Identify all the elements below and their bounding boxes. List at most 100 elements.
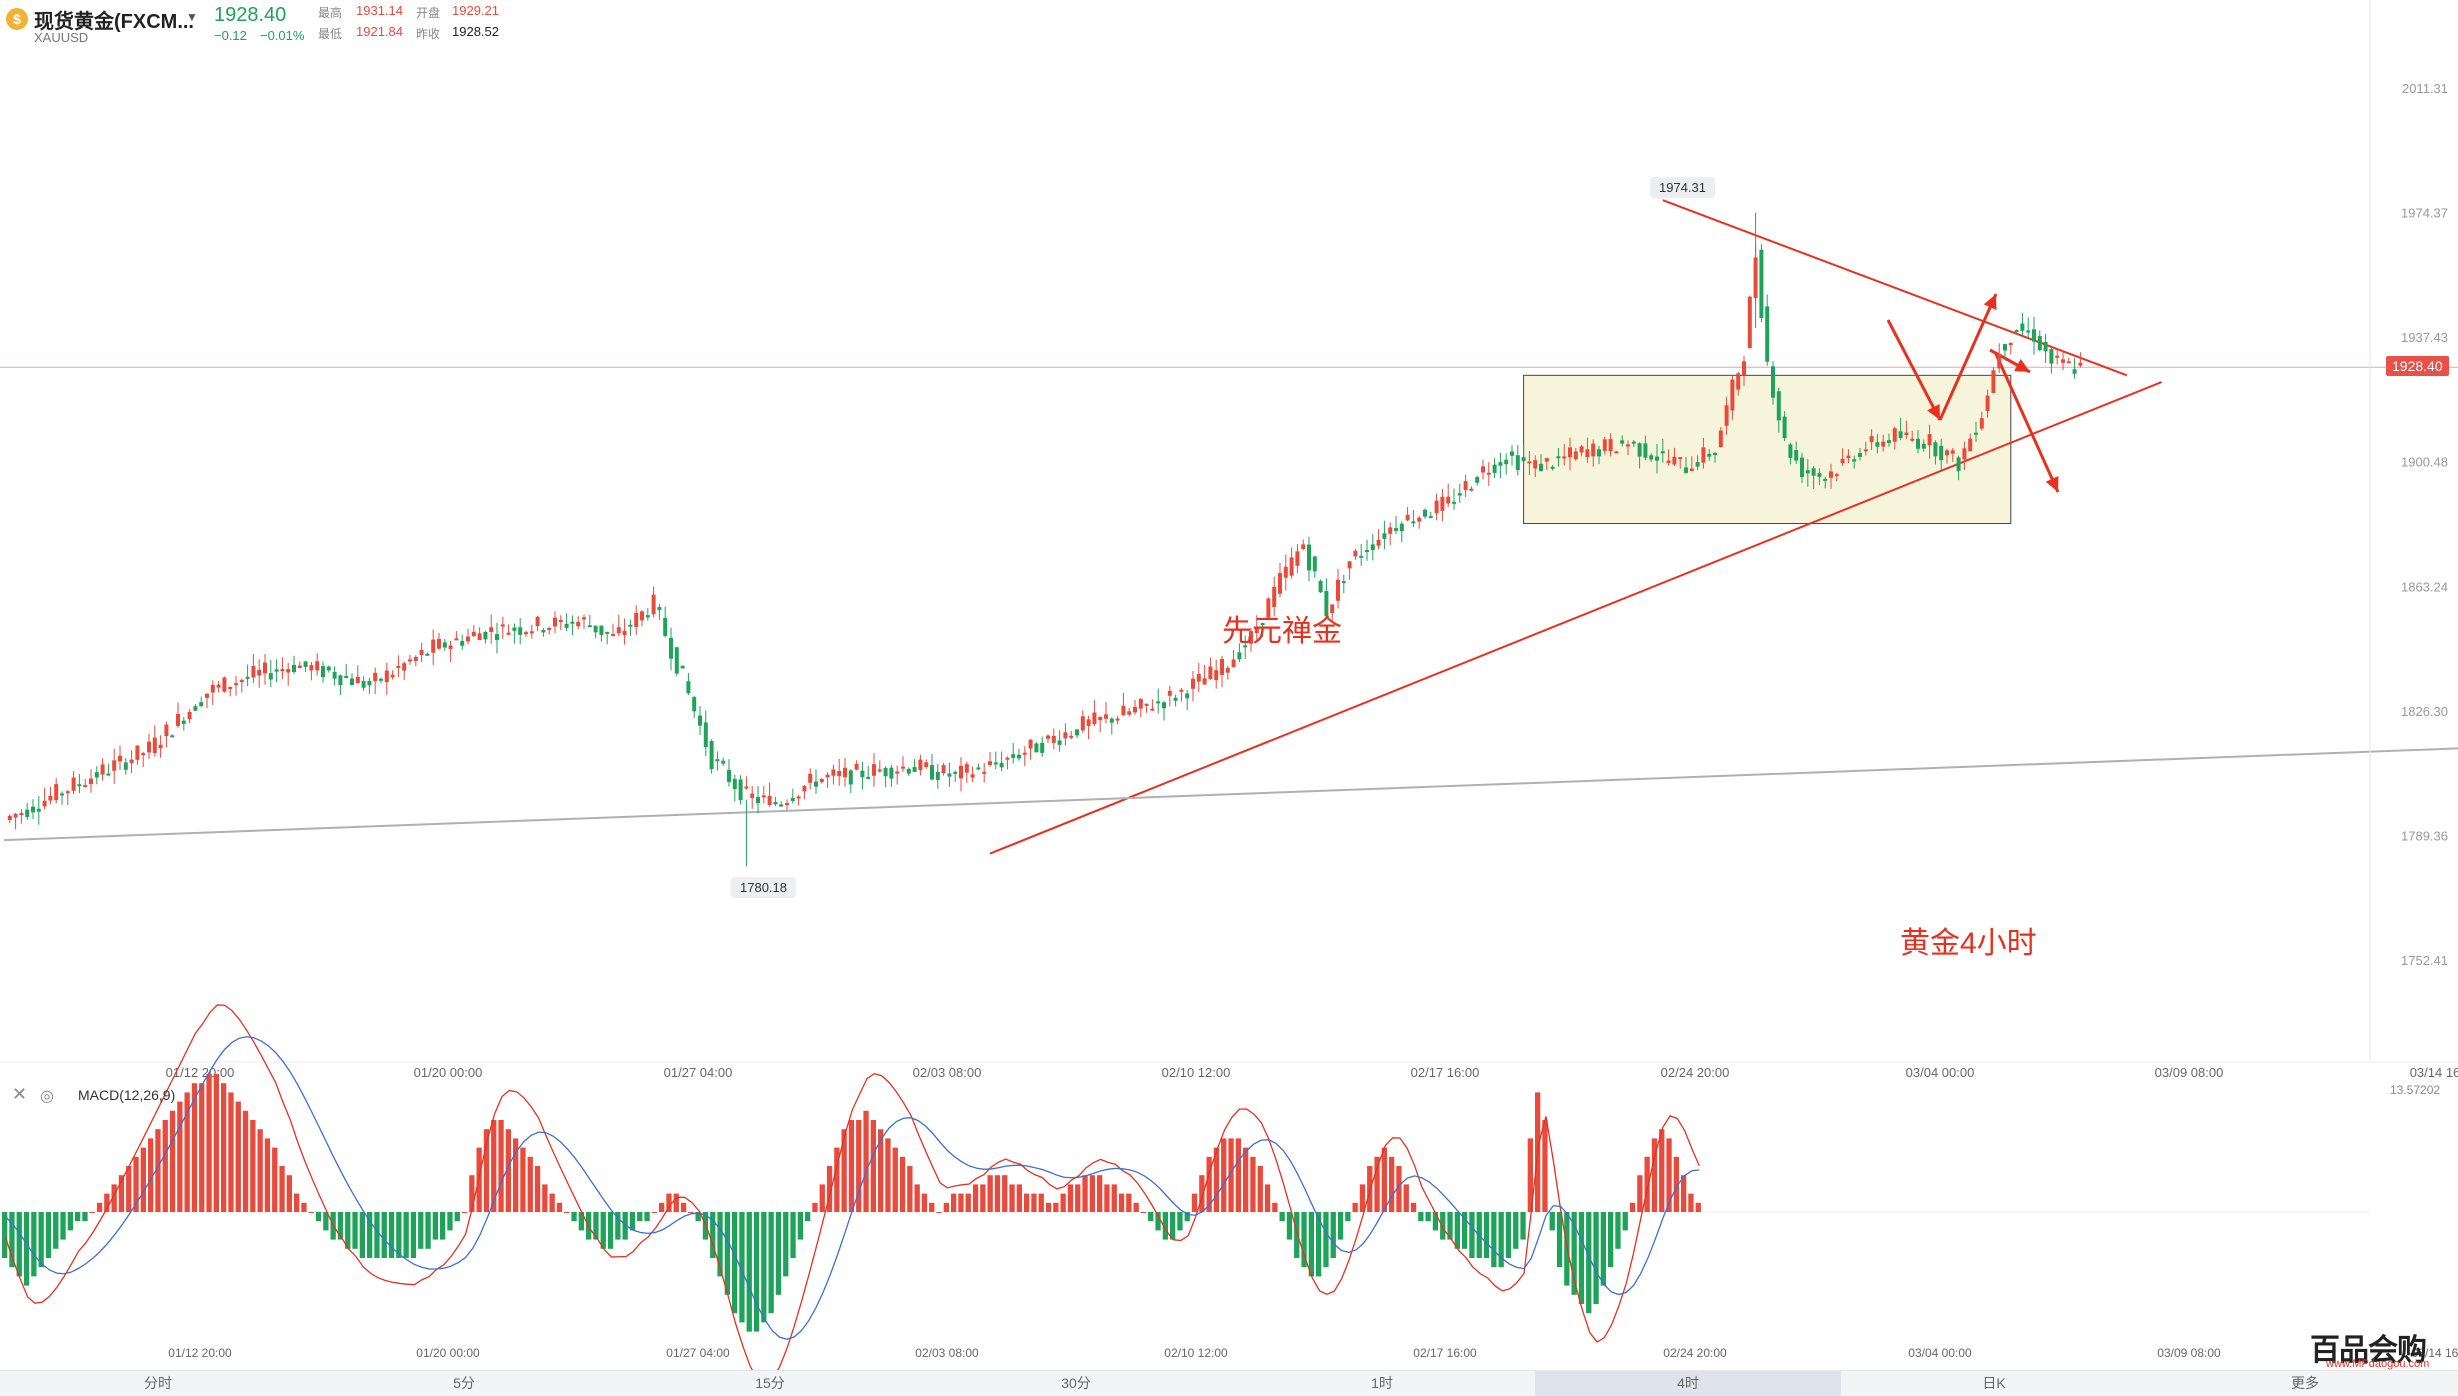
- candle-body: [1109, 718, 1114, 723]
- macd-histogram-bar: [250, 1120, 256, 1212]
- macd-histogram-bar: [607, 1212, 614, 1249]
- y-tick-label: 1789.36: [2401, 829, 2448, 844]
- macd-histogram-bar: [1221, 1138, 1227, 1212]
- macd-histogram-bar: [1454, 1212, 1460, 1249]
- candle-body: [129, 759, 134, 764]
- candle-body: [222, 677, 227, 692]
- macd-histogram-bar: [1418, 1212, 1424, 1222]
- macd-histogram-bar: [666, 1193, 672, 1212]
- candle-body: [645, 615, 650, 618]
- macd-histogram-bar: [1213, 1147, 1220, 1212]
- macd-histogram-bar: [374, 1212, 380, 1258]
- macd-histogram-bar: [1089, 1175, 1095, 1212]
- candle-body: [1376, 539, 1381, 546]
- candle-body: [1046, 735, 1050, 739]
- tab-5m[interactable]: 5分: [453, 1375, 475, 1391]
- candle-body: [1318, 580, 1323, 593]
- macd-histogram-bar: [1586, 1212, 1592, 1314]
- candle-body: [65, 791, 70, 794]
- signal-line: [5, 1036, 1700, 1340]
- macd-histogram-bar: [805, 1212, 811, 1222]
- tab-1m[interactable]: 分时: [144, 1375, 172, 1391]
- candle-body: [1933, 442, 1938, 457]
- candle-body: [715, 759, 720, 762]
- trendline-long-term: [3, 747, 2458, 842]
- candle-body: [321, 666, 325, 678]
- candle-body: [1527, 461, 1532, 464]
- candle-body: [750, 793, 755, 798]
- candle-body: [1365, 550, 1369, 553]
- candle-body: [77, 784, 82, 787]
- macd-histogram-bar: [1600, 1212, 1606, 1286]
- macd-histogram-bar: [1009, 1184, 1015, 1212]
- instrument-name[interactable]: 现货黄金(FXCM...: [34, 11, 194, 33]
- candle-body: [1573, 451, 1578, 460]
- candle-body: [2061, 359, 2065, 363]
- tab-30m[interactable]: 30分: [1061, 1375, 1091, 1391]
- y-tick-label: 1752.41: [2401, 953, 2448, 968]
- macd-histogram-bar: [921, 1193, 928, 1212]
- tab-4h[interactable]: 4时: [1535, 1371, 1841, 1396]
- settings-icon[interactable]: ◎: [40, 1088, 54, 1105]
- macd-histogram-bar: [1082, 1175, 1088, 1212]
- candle-body: [674, 647, 679, 674]
- candle-body: [506, 632, 511, 635]
- macd-histogram-bar: [980, 1184, 986, 1212]
- candle-body: [181, 720, 186, 724]
- candle-body: [593, 625, 598, 633]
- candle-body: [1834, 474, 1839, 477]
- candle-body: [1231, 659, 1236, 668]
- candle-body: [1121, 705, 1126, 716]
- candle-body: [709, 741, 714, 770]
- candle-body: [1962, 448, 1967, 460]
- candle-body: [1272, 586, 1277, 608]
- macd-histogram-bar: [1279, 1212, 1285, 1222]
- macd-histogram-bar: [89, 1212, 95, 1213]
- candle-body: [1411, 521, 1416, 524]
- macd-histogram-bar: [1520, 1212, 1526, 1240]
- candle-body: [1614, 451, 1619, 454]
- candle-body: [1945, 450, 1949, 456]
- macd-histogram-bar: [775, 1212, 782, 1295]
- candle-body: [1086, 719, 1091, 726]
- open-label: 开盘: [416, 6, 441, 20]
- macd-histogram-bar: [1337, 1212, 1344, 1240]
- macd-histogram-bar: [1038, 1193, 1044, 1212]
- candle-body: [2055, 355, 2060, 358]
- candle-body: [1811, 468, 1816, 476]
- candle-body: [123, 762, 128, 770]
- macd-histogram-bar: [1491, 1212, 1497, 1268]
- macd-histogram-bar: [710, 1212, 716, 1258]
- macd-histogram-bar: [235, 1101, 241, 1212]
- macd-histogram-bar: [53, 1212, 59, 1249]
- macd-histogram-bar: [513, 1138, 519, 1212]
- macd-x-tick-label: 03/14 16: [2412, 1346, 2458, 1360]
- candle-body: [2026, 330, 2031, 333]
- candle-body: [147, 741, 151, 753]
- macd-histogram-bar: [1469, 1212, 1475, 1258]
- chevron-down-icon[interactable]: ▼: [186, 10, 198, 24]
- candle-body: [396, 665, 401, 668]
- candle-body: [1660, 451, 1665, 454]
- tab-15m[interactable]: 15分: [755, 1375, 785, 1391]
- macd-histogram-bar: [162, 1120, 168, 1212]
- macd-histogram-bar: [1177, 1212, 1183, 1231]
- macd-histogram-bar: [1695, 1202, 1701, 1212]
- candle-body: [1771, 366, 1775, 398]
- candle-body: [1521, 457, 1526, 462]
- candle-body: [1144, 703, 1149, 706]
- candle-body: [744, 786, 749, 789]
- close-icon[interactable]: ✕: [12, 1084, 28, 1104]
- price-change: −0.12: [214, 28, 247, 43]
- candle-body: [616, 627, 621, 634]
- tab-daily[interactable]: 日K: [1982, 1375, 2006, 1391]
- candle-body: [959, 765, 963, 779]
- candle-body: [1950, 450, 1955, 454]
- candle-body: [205, 693, 209, 698]
- candle-body: [210, 684, 215, 693]
- candle-body: [570, 621, 575, 624]
- more-button[interactable]: 更多: [2291, 1375, 2319, 1391]
- candle-body: [1776, 391, 1781, 421]
- tab-1h[interactable]: 1时: [1371, 1375, 1393, 1391]
